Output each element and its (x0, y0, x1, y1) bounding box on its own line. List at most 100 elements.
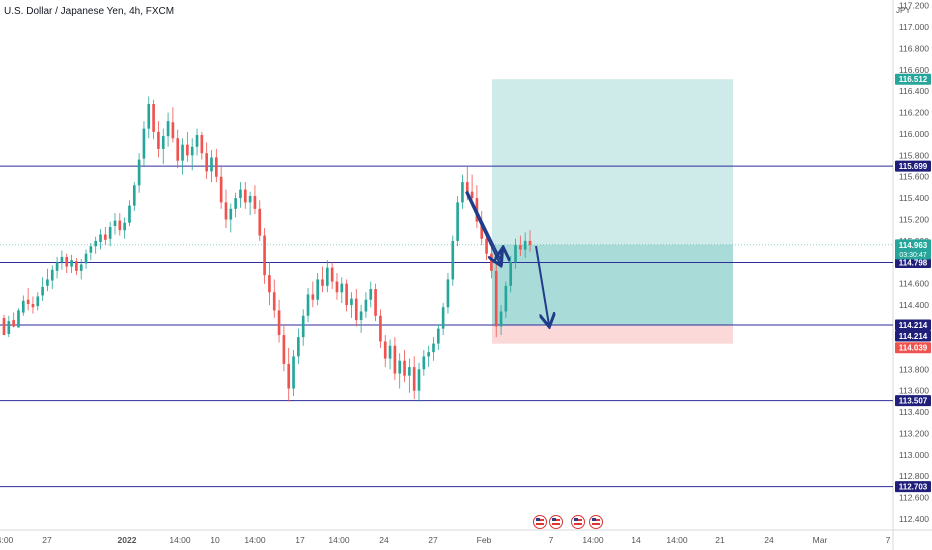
price-tick-label: 117.000 (899, 22, 929, 32)
position-zones (0, 79, 893, 344)
price-tick-label: 113.200 (899, 428, 929, 438)
price-axis: 117.200 117.000 116.800 116.600 116.400 116.2… (899, 1, 929, 524)
price-badge-entry (895, 330, 931, 342)
candle-body (132, 185, 136, 206)
price-badges: 115.699 114.798 114.214 113.507 112.703 116.5… (895, 73, 931, 493)
candle-body (108, 227, 112, 239)
candle-body (253, 195, 257, 209)
time-tick-label: 24 (764, 535, 774, 545)
candle-body (374, 289, 377, 316)
candle-body (190, 146, 194, 156)
candle-body (263, 235, 266, 276)
candle-body (171, 122, 175, 139)
time-tick-label: 14:00 (582, 535, 604, 545)
candle-body (499, 311, 503, 327)
level-badge (895, 257, 931, 269)
time-tick-label: 21 (715, 535, 725, 545)
candle-body (504, 285, 508, 312)
candle-body (229, 208, 233, 220)
flag-stripe (592, 523, 600, 525)
candle-body (219, 176, 223, 203)
price-tick-label: 113.400 (899, 407, 929, 417)
candle-body (494, 270, 498, 327)
candle-body (234, 198, 237, 209)
time-tick-label: 27 (428, 535, 438, 545)
price-badge-sublabel: 03:30:47 (899, 252, 926, 259)
candle-body (470, 191, 474, 199)
candle-body (205, 153, 209, 172)
candle-body (65, 256, 69, 267)
candle-body (330, 267, 334, 282)
price-tick-label: 116.800 (899, 43, 929, 53)
price-tick-label: 112.600 (899, 493, 929, 503)
candle-body (2, 317, 6, 336)
price-tick-label: 116.600 (899, 65, 929, 75)
candle-body (41, 286, 44, 296)
time-tick-label: 14:00 (328, 535, 350, 545)
annotation-arrows (465, 190, 549, 325)
candle-body (277, 310, 281, 336)
arrow-down-main (465, 191, 500, 264)
profit-zone-filled (492, 244, 733, 325)
candle-body (311, 294, 315, 300)
candle-body (94, 240, 98, 247)
candle-body (84, 253, 88, 264)
candle-body (123, 222, 126, 231)
level-badge-label: 115.699 (899, 162, 928, 171)
candle-body (451, 240, 455, 280)
candle-body (176, 138, 180, 161)
candle-body (181, 144, 184, 161)
time-tick-label: 14:00 (244, 535, 266, 545)
horizontal-levels (0, 165, 893, 488)
candle-body (55, 262, 59, 271)
price-tick-label: 116.400 (899, 86, 929, 96)
candle-body (412, 367, 416, 391)
time-tick-label: 7 (886, 535, 891, 545)
flag-stripe (552, 523, 560, 525)
candle-body (147, 104, 151, 129)
time-tick-label: 17 (295, 535, 305, 545)
time-tick-label: 10 (210, 535, 220, 545)
time-tick-label: 24 (379, 535, 389, 545)
price-badge-current (895, 239, 931, 260)
level-badge (895, 395, 931, 407)
candle-body (50, 269, 54, 281)
candle-body (70, 260, 73, 267)
price-tick-label: 115.200 (899, 215, 929, 225)
candle-body (79, 264, 83, 271)
candle-body (456, 202, 459, 241)
candle-body (282, 335, 286, 364)
candle-body (104, 234, 107, 240)
candle-body (325, 267, 329, 286)
price-badge-label: 116.512 (899, 75, 928, 84)
price-tick-label: 115.400 (899, 193, 929, 203)
candle-body (422, 356, 426, 370)
price-tick-label: 115.800 (899, 150, 929, 160)
candle-body (480, 221, 484, 239)
candle-body (398, 360, 402, 374)
arrow-down-projection (535, 245, 549, 325)
price-tick-label: 114.600 (899, 279, 929, 289)
candle-body (393, 345, 397, 374)
candle-body (369, 289, 373, 300)
profit-zone (492, 79, 733, 325)
time-axis: 4:00 27 2022 14:00 10 14:00 17 14:00 24 27 Feb 7 14:… (0, 535, 891, 545)
flag-us-icon (549, 515, 563, 529)
time-tick-label: Mar (813, 535, 828, 545)
candle-body (441, 307, 445, 329)
time-tick-label: 14:00 (666, 535, 688, 545)
flag-canton (592, 518, 596, 521)
price-tick-label: 112.400 (899, 514, 929, 524)
flag-canton (536, 518, 540, 521)
candle-body (239, 189, 242, 199)
candle-body (528, 240, 532, 245)
candle-body (523, 240, 527, 250)
time-tick-label: 4:00 (0, 535, 14, 545)
flag-ring (549, 515, 563, 529)
candle-body (461, 182, 464, 203)
candle-body (12, 320, 15, 327)
level-badge-label: 113.507 (899, 397, 928, 406)
flag-ring (571, 515, 585, 529)
